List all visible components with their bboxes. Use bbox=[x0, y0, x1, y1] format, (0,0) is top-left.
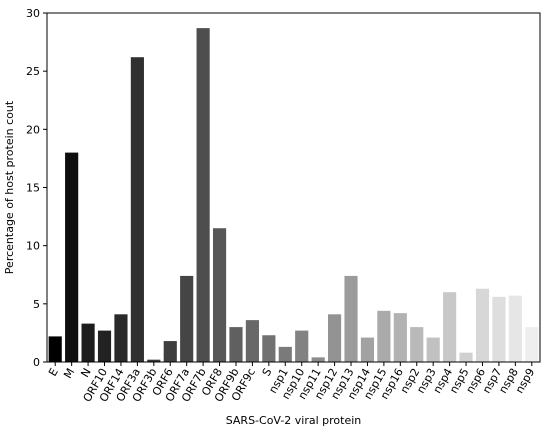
bar-m bbox=[65, 152, 79, 362]
bar-nsp12 bbox=[328, 314, 342, 362]
y-axis-label: Percentage of host protein cout bbox=[3, 100, 16, 274]
bar-orf7b bbox=[196, 28, 210, 363]
bar-orf14 bbox=[114, 314, 128, 362]
bar-orf9c bbox=[245, 320, 259, 362]
plot-frame bbox=[46, 12, 541, 363]
y-tick-label: 25 bbox=[26, 65, 40, 78]
y-tick-label: 10 bbox=[26, 240, 40, 253]
bar-orf9b bbox=[229, 327, 243, 362]
bar-nsp15 bbox=[377, 310, 391, 362]
bar-orf7a bbox=[180, 275, 194, 362]
bar-nsp16 bbox=[393, 313, 407, 362]
bar-orf8 bbox=[212, 228, 227, 362]
x-axis-label: SARS-CoV-2 viral protein bbox=[226, 414, 362, 427]
bars-group bbox=[48, 28, 539, 363]
bar-nsp4 bbox=[443, 292, 457, 362]
bar-orf3b bbox=[147, 359, 161, 362]
bar-n bbox=[81, 323, 95, 362]
y-axis-ticks: 0 5 10 15 20 25 30 bbox=[26, 7, 47, 369]
y-tick-label: 30 bbox=[26, 7, 40, 20]
y-tick-label: 20 bbox=[26, 123, 40, 136]
bar-nsp13 bbox=[344, 275, 358, 362]
bar-orf10 bbox=[97, 330, 112, 362]
bar-nsp2 bbox=[410, 327, 424, 362]
bar-nsp1 bbox=[278, 346, 292, 362]
x-tick-label: S bbox=[260, 366, 275, 379]
bar-nsp3 bbox=[426, 337, 440, 362]
y-tick-label: 5 bbox=[33, 298, 40, 311]
x-axis-ticks: E M NORF10ORF14ORF3aORF3bORF6ORF7aORF7bORF… bbox=[46, 362, 537, 404]
bar-e bbox=[48, 336, 62, 362]
bar-s bbox=[262, 335, 276, 362]
y-tick-label: 0 bbox=[33, 356, 40, 369]
bar-nsp10 bbox=[295, 330, 309, 362]
bar-nsp14 bbox=[360, 337, 375, 362]
bar-nsp9 bbox=[525, 327, 539, 362]
bar-orf6 bbox=[163, 341, 177, 362]
bar-nsp7 bbox=[492, 296, 506, 362]
y-tick-label: 15 bbox=[26, 182, 40, 195]
bar-nsp8 bbox=[508, 295, 522, 362]
x-tick-label: E bbox=[46, 366, 61, 379]
bar-nsp6 bbox=[475, 288, 490, 362]
bar-nsp5 bbox=[459, 352, 473, 362]
bar-nsp11 bbox=[311, 357, 325, 362]
x-tick-label: M bbox=[61, 366, 77, 381]
bar-orf3a bbox=[130, 57, 144, 363]
